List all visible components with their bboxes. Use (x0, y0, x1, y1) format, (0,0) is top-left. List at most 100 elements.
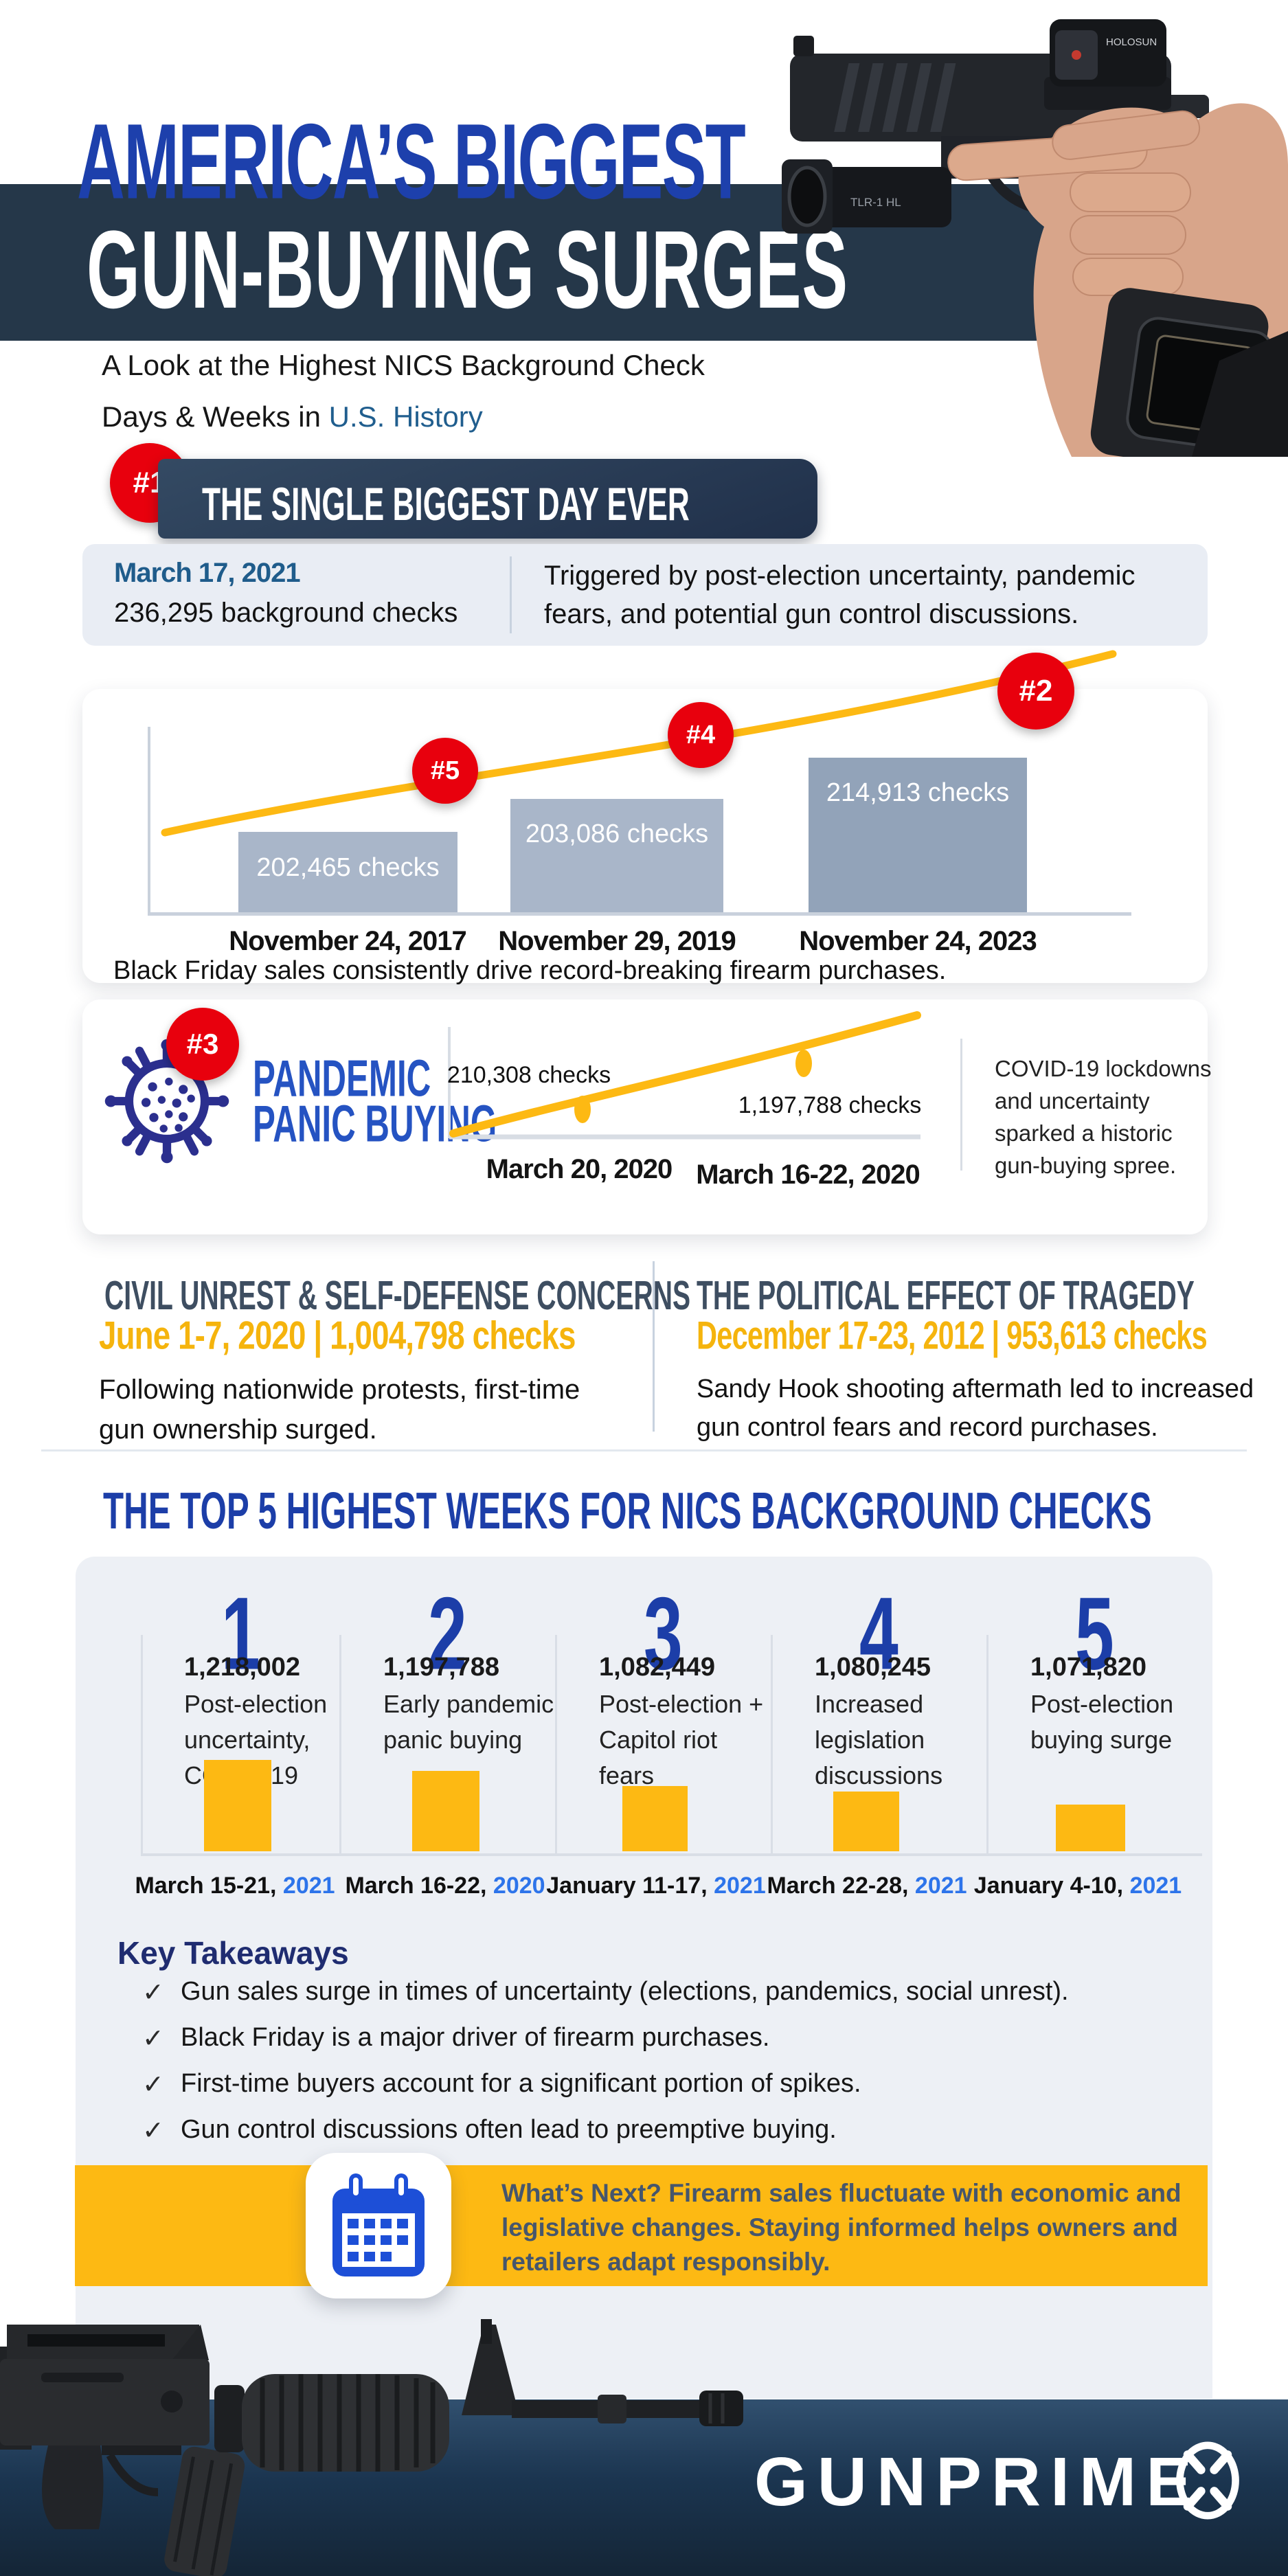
tragedy-description: Sandy Hook shooting aftermath led to inc… (697, 1375, 1254, 1442)
top5-desc-3: Post-election + Capitol riot fears (599, 1690, 764, 1789)
gunprime-logo-icon (1176, 2441, 1239, 2520)
pandemic-title-line2: PANIC BUYING (253, 1095, 497, 1153)
section1-divider (510, 556, 512, 633)
bf-date-2017: November 24, 2017 (229, 926, 466, 956)
rank-badge-4: #4 (668, 702, 734, 768)
section1-date: March 17, 2021 (114, 558, 301, 588)
rank-badge-5-label: #5 (430, 756, 460, 785)
tragedy-heading-text: THE POLITICAL EFFECT OF TRAGEDY (697, 1272, 1195, 1318)
top5-date-5-prefix: January 4-10, (973, 1873, 1130, 1899)
pandemic-point1-value: 210,308 checks (447, 1062, 611, 1088)
section-divider-line (41, 1449, 1247, 1451)
top5-value-2: 1,197,788 (383, 1653, 500, 1682)
top5-rank-3-text: 3 (643, 1576, 683, 1692)
bf-y-axis (148, 727, 150, 914)
light-brand-text: TLR-1 HL (850, 196, 901, 209)
top5-stat-3: 1,082,449 Post-election + Capitol riot f… (599, 1653, 771, 1794)
top5-bar-2 (412, 1771, 479, 1851)
civil-unrest-stat: June 1-7, 2020 | 1,004,798 checks (99, 1314, 576, 1358)
takeaway-item-4: Gun control discussions often lead to pr… (181, 2115, 837, 2144)
check-icon: ✓ (142, 2116, 164, 2145)
check-icon: ✓ (142, 2070, 164, 2099)
calendar-icon (332, 2173, 425, 2276)
rank-badge-3-label: #3 (186, 1028, 219, 1060)
top5-rank-4: 4 (810, 1574, 947, 1692)
bf-date-2023: November 24, 2023 (799, 926, 1037, 956)
top5-rank-5-text: 5 (1074, 1576, 1114, 1692)
bf-date-2019: November 29, 2019 (498, 926, 736, 956)
top5-date-1-year: 2021 (282, 1873, 335, 1899)
pandemic-point1-date: March 20, 2020 (486, 1154, 673, 1184)
section1-heading: THE SINGLE BIGGEST DAY EVER (202, 479, 690, 531)
top5-col-divider (141, 1635, 143, 1855)
rank-badge-2-label: #2 (1019, 674, 1053, 708)
top5-value-4: 1,080,245 (815, 1653, 931, 1682)
handgun-photo: HOLOSUN TLR-1 HL (782, 19, 1288, 457)
subtitle-line2: Days & Weeks in U.S. History (102, 400, 483, 433)
bf-bar-2023 (809, 758, 1027, 912)
takeaways-heading: Key Takeaways (117, 1935, 349, 1971)
bf-x-axis (148, 912, 1131, 916)
top5-date-2: March 16-22, 2020 (335, 1873, 555, 1899)
subtitle-line1: A Look at the Highest NICS Background Ch… (102, 349, 705, 381)
main-title-line2: GUN-BUYING SURGES (87, 206, 1015, 332)
top5-date-3-year: 2021 (714, 1873, 766, 1899)
rank-badge-2: #2 (997, 653, 1074, 730)
top5-date-1-prefix: March 15-21, (135, 1873, 283, 1899)
top5-col-divider (771, 1635, 773, 1855)
civil-unrest-heading-text: CIVIL UNREST & SELF-DEFENSE CONCERNS (104, 1272, 691, 1318)
pandemic-title: PANDEMIC PANIC BUYING (253, 1050, 540, 1153)
top5-date-5-year: 2021 (1129, 1873, 1182, 1899)
top5-baseline (141, 1853, 1202, 1856)
top5-date-1: March 15-21, 2021 (125, 1873, 345, 1899)
top5-bar-1 (204, 1760, 271, 1851)
civil-unrest-description: Following nationwide protests, first-tim… (99, 1375, 580, 1445)
tragedy-stat: December 17-23, 2012 | 953,613 checks (697, 1314, 1208, 1358)
main-title-line1: AMERICA’S BIGGEST (77, 100, 891, 222)
takeaway-item-1: Gun sales surge in times of uncertainty … (181, 1977, 1069, 2006)
bf-bar-2019-label: 203,086 checks (525, 820, 709, 848)
check-icon: ✓ (142, 1978, 164, 2007)
takeaway-item-3: First-time buyers account for a signific… (181, 2069, 861, 2098)
bf-caption: Black Friday sales consistently drive re… (113, 956, 947, 985)
top5-rank-2: 2 (379, 1574, 516, 1692)
pandemic-divider (960, 1039, 962, 1171)
pandemic-line-chart (448, 1011, 921, 1140)
top5-col-divider (986, 1635, 988, 1855)
whats-next-banner (75, 2165, 1208, 2286)
top5-value-5: 1,071,820 (1030, 1653, 1147, 1682)
top5-date-2-prefix: March 16-22, (345, 1873, 493, 1899)
main-title-line2-text: GUN-BUYING SURGES (87, 207, 848, 332)
rank-badge-5: #5 (412, 738, 478, 804)
bf-bar-2019 (510, 799, 723, 912)
top5-value-3: 1,082,449 (599, 1653, 716, 1682)
top5-desc-2: Early pandemic panic buying (383, 1690, 554, 1754)
top5-rank-5: 5 (1026, 1574, 1163, 1692)
events-divider (653, 1261, 655, 1432)
top5-desc-1: Post-election uncertainty, COVID-19 (184, 1690, 328, 1789)
top5-rank-3: 3 (594, 1574, 732, 1692)
virus-icon (104, 1039, 229, 1164)
takeaway-item-2: Black Friday is a major driver of firear… (181, 2023, 770, 2052)
top5-date-5: January 4-10, 2021 (968, 1873, 1188, 1899)
pandemic-title-line1: PANDEMIC (253, 1050, 431, 1108)
bf-bar-2017-label: 202,465 checks (256, 853, 440, 882)
top5-date-4: March 22-28, 2021 (757, 1873, 977, 1899)
subtitle-line2-highlight: U.S. History (328, 400, 483, 433)
top5-bar-5 (1056, 1805, 1125, 1851)
top5-stat-4: 1,080,245 Increased legislation discussi… (815, 1653, 986, 1794)
top5-rank-2-text: 2 (427, 1576, 467, 1692)
check-icon: ✓ (142, 2024, 164, 2053)
top5-heading-text: THE TOP 5 HIGHEST WEEKS FOR NICS BACKGRO… (103, 1482, 1152, 1540)
top5-rank-1-text: 1 (221, 1576, 260, 1692)
footer-brand: GUNPRIME (754, 2443, 1201, 2520)
whats-next-text: What’s Next? Firearm sales fluctuate wit… (501, 2179, 1182, 2276)
pandemic-card (82, 999, 1208, 1234)
top5-rank-1: 1 (172, 1574, 309, 1692)
top5-col-divider (339, 1635, 341, 1855)
main-title-line1-text: AMERICA’S BIGGEST (77, 102, 746, 222)
top5-stat-1: 1,218,002 Post-election uncertainty, COV… (184, 1653, 356, 1794)
pandemic-description: COVID-19 lockdowns and uncertainty spark… (995, 1056, 1212, 1178)
top5-desc-4: Increased legislation discussions (815, 1690, 943, 1789)
top5-bar-3 (622, 1786, 688, 1851)
